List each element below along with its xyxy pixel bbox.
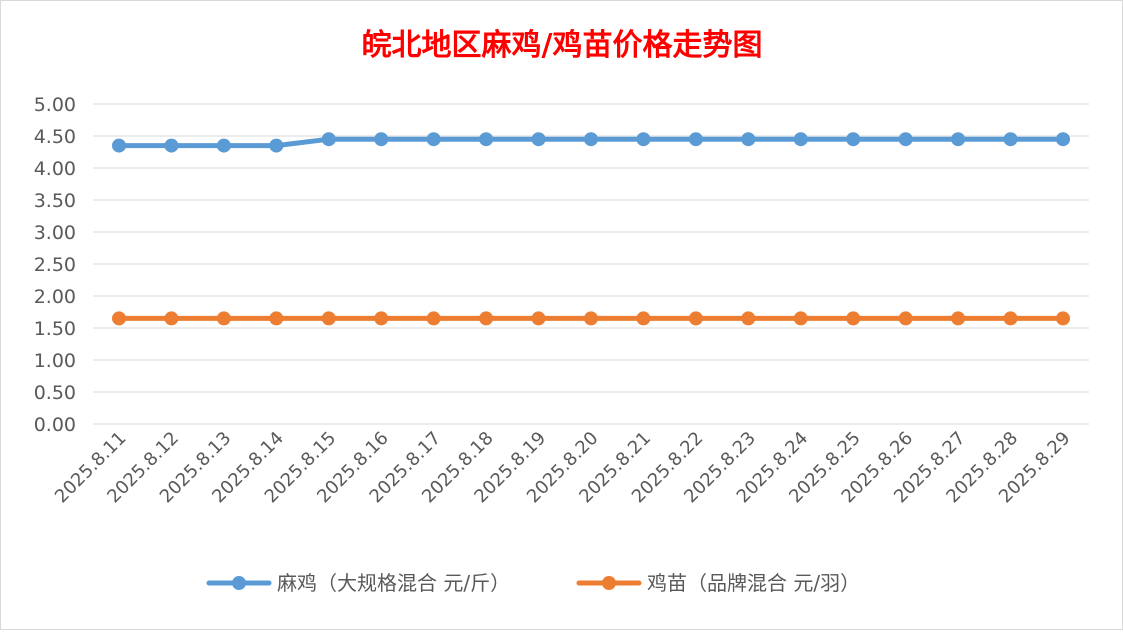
data-point: [793, 132, 808, 147]
data-point: [1056, 132, 1070, 147]
y-tick-label: 3.00: [34, 222, 76, 244]
legend-marker: [602, 576, 616, 590]
data-point: [269, 138, 284, 153]
y-tick-label: 0.00: [34, 414, 76, 436]
legend-label: 麻鸡（大规格混合 元/斤）: [277, 571, 510, 595]
data-point: [216, 311, 231, 326]
data-point: [164, 311, 179, 326]
data-point: [741, 311, 756, 326]
data-point: [1003, 132, 1018, 147]
y-tick-label: 1.00: [34, 350, 76, 372]
y-axis-ticks: 0.00 0.50 1.00 1.50 2.00 2.50 3.00 3.50 4.00 4.50…: [34, 94, 76, 436]
y-tick-label: 2.00: [34, 286, 76, 308]
data-point: [426, 311, 441, 326]
data-point: [216, 138, 231, 153]
chart-title: 皖北地区麻鸡/鸡苗价格走势图: [362, 28, 763, 63]
legend-marker: [232, 576, 246, 590]
legend: 麻鸡（大规格混合 元/斤） 鸡苗（品牌混合 元/羽）: [206, 571, 860, 595]
data-point: [1003, 311, 1018, 326]
data-point: [898, 132, 913, 147]
data-point: [793, 311, 808, 326]
data-point: [584, 132, 598, 147]
data-point: [636, 311, 651, 326]
data-point: [164, 138, 179, 153]
data-point: [374, 132, 389, 147]
series-2: [112, 311, 1070, 326]
data-point: [951, 132, 966, 147]
data-point: [898, 311, 913, 326]
gridlines: [93, 103, 1089, 425]
data-point: [636, 132, 651, 147]
data-point: [112, 311, 126, 326]
data-point: [688, 132, 703, 147]
data-point: [1056, 311, 1070, 326]
y-tick-label: 3.50: [34, 190, 76, 212]
series-1: [112, 132, 1070, 153]
legend-label: 鸡苗（品牌混合 元/羽）: [647, 571, 860, 595]
y-tick-label: 5.00: [34, 94, 76, 116]
data-point: [479, 311, 494, 326]
data-point: [269, 311, 284, 326]
data-point: [531, 132, 546, 147]
data-point: [584, 311, 598, 326]
y-tick-label: 2.50: [34, 254, 76, 276]
legend-item: 麻鸡（大规格混合 元/斤）: [206, 571, 510, 595]
data-point: [321, 132, 336, 147]
data-point: [531, 311, 546, 326]
data-point: [426, 132, 441, 147]
data-point: [846, 132, 861, 147]
data-point: [321, 311, 336, 326]
y-tick-label: 0.50: [34, 382, 76, 404]
data-point: [479, 132, 494, 147]
data-point: [951, 311, 966, 326]
y-tick-label: 1.50: [34, 318, 76, 340]
data-point: [688, 311, 703, 326]
y-tick-label: 4.00: [34, 158, 76, 180]
legend-item: 鸡苗（品牌混合 元/羽）: [576, 571, 860, 595]
data-point: [374, 311, 389, 326]
data-point: [741, 132, 756, 147]
data-point: [846, 311, 861, 326]
data-point: [112, 138, 126, 153]
y-tick-label: 4.50: [34, 126, 76, 148]
x-axis-ticks: 2025.8.112025.8.122025.8.132025.8.142025…: [51, 428, 1075, 508]
series-layer: [112, 132, 1070, 326]
